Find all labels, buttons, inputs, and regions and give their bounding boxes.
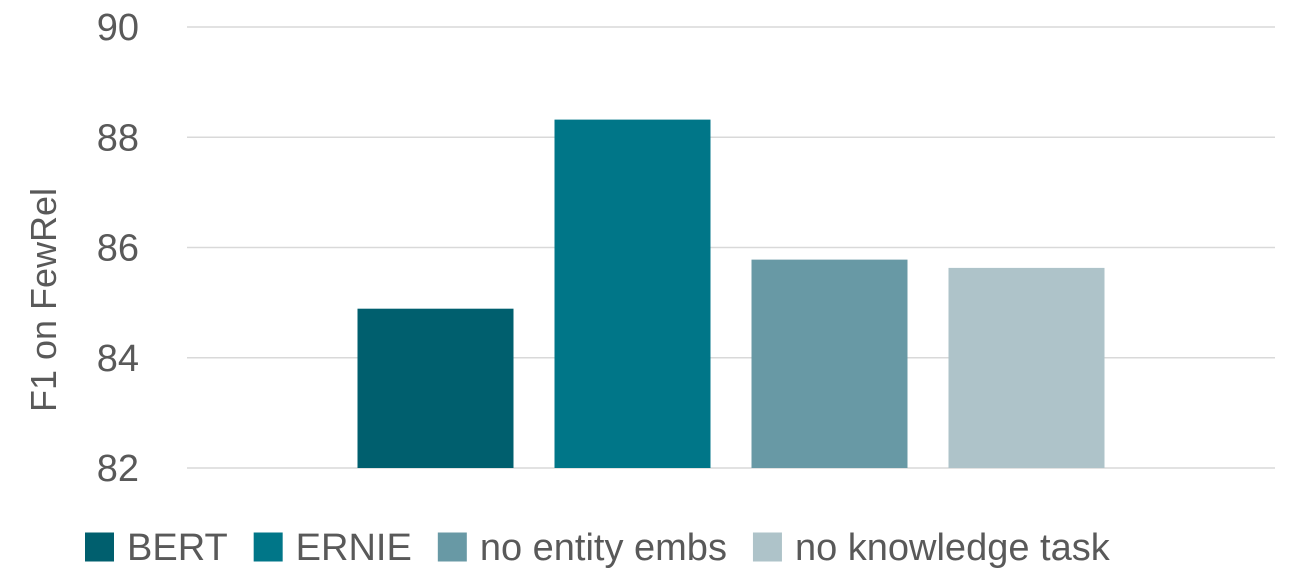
legend-swatch [752, 532, 782, 562]
legend-item: no knowledge task [752, 527, 1111, 569]
y-tick-labels: 82 84 86 88 90 [97, 7, 139, 490]
legend-swatch [437, 532, 467, 562]
y-axis-label: F1 on FewRel [23, 188, 64, 412]
legend-label: no knowledge task [795, 527, 1111, 569]
y-tick-label: 88 [97, 117, 139, 159]
bar-bert [357, 308, 514, 468]
legend-item: BERT [85, 527, 228, 569]
y-tick-label: 90 [97, 7, 139, 49]
gridlines [187, 26, 1275, 469]
y-tick-label: 82 [97, 448, 139, 490]
legend-item: ERNIE [253, 527, 412, 569]
y-tick-label: 86 [97, 228, 139, 270]
legend-item: no entity embs [437, 527, 727, 569]
legend-label: BERT [127, 527, 228, 569]
bar-no-entity-embs [751, 259, 908, 468]
legend-swatch [253, 532, 283, 562]
legend-label: ERNIE [296, 527, 412, 569]
bar-no-knowledge-task [948, 267, 1105, 468]
bar-ernie [554, 119, 711, 469]
legend-swatch [85, 532, 114, 562]
bars [357, 119, 1105, 469]
legend-label: no entity embs [480, 527, 727, 569]
legend: BERT ERNIE no entity embs no knowledge task [85, 527, 1111, 569]
y-tick-label: 84 [97, 338, 139, 380]
